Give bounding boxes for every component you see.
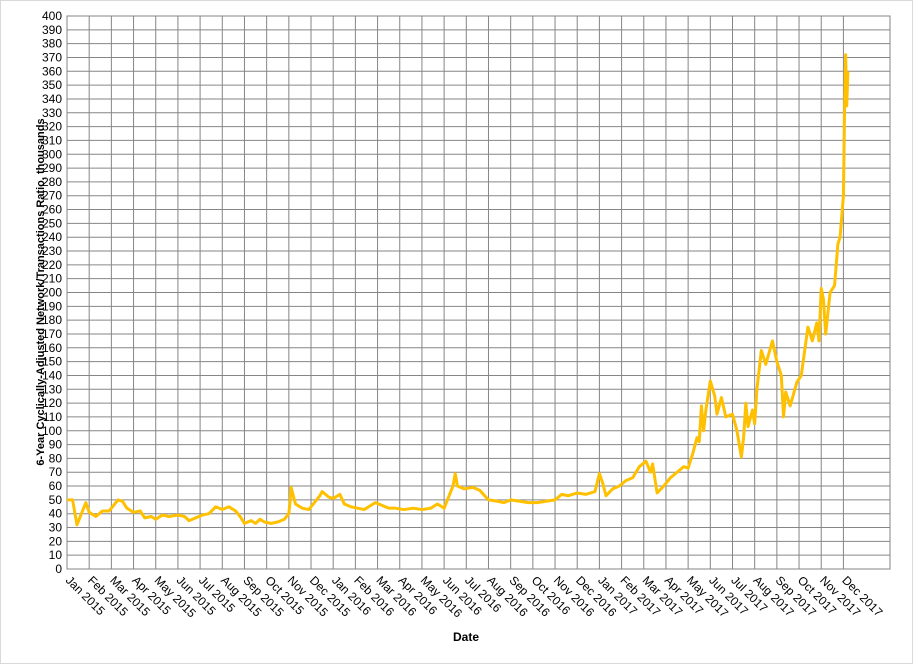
- y-tick-label: 70: [49, 465, 63, 479]
- y-tick-label: 350: [42, 78, 62, 92]
- y-axis-title: 6-Year Cyclically-Adjusted Network/Trans…: [35, 118, 47, 465]
- y-tick-label: 90: [49, 438, 63, 452]
- y-tick-label: 190: [42, 299, 62, 313]
- y-tick-label: 220: [42, 258, 62, 272]
- y-tick-label: 380: [42, 37, 62, 51]
- y-tick-label: 280: [42, 175, 62, 189]
- y-tick-label: 390: [42, 23, 62, 37]
- y-tick-label: 330: [42, 106, 62, 120]
- y-tick-label: 230: [42, 244, 62, 258]
- y-tick-label: 150: [42, 355, 62, 369]
- y-tick-label: 0: [55, 562, 62, 576]
- y-tick-label: 300: [42, 147, 62, 161]
- y-tick-label: 340: [42, 92, 62, 106]
- y-tick-label: 170: [42, 327, 62, 341]
- y-tick-label: 120: [42, 396, 62, 410]
- y-tick-label: 180: [42, 313, 62, 327]
- y-tick-label: 370: [42, 50, 62, 64]
- y-tick-label: 200: [42, 286, 62, 300]
- y-tick-label: 250: [42, 216, 62, 230]
- y-tick-label: 30: [49, 521, 63, 535]
- y-tick-label: 20: [49, 534, 63, 548]
- y-tick-label: 400: [42, 9, 62, 23]
- data-line: [67, 53, 850, 527]
- y-tick-label: 10: [49, 548, 63, 562]
- y-tick-label: 60: [49, 479, 63, 493]
- y-tick-label: 100: [42, 424, 62, 438]
- y-tick-label: 160: [42, 341, 62, 355]
- y-tick-label: 130: [42, 382, 62, 396]
- y-tick-label: 270: [42, 189, 62, 203]
- y-tick-label: 320: [42, 120, 62, 134]
- y-tick-label: 290: [42, 161, 62, 175]
- y-tick-label: 360: [42, 64, 62, 78]
- y-tick-label: 210: [42, 272, 62, 286]
- y-tick-label: 40: [49, 507, 63, 521]
- y-tick-label: 140: [42, 368, 62, 382]
- x-axis-title: Date: [453, 630, 479, 644]
- y-tick-label: 240: [42, 230, 62, 244]
- y-tick-label: 110: [43, 410, 62, 424]
- y-tick-label: 310: [42, 133, 62, 147]
- y-tick-label: 50: [49, 493, 63, 507]
- y-tick-label: 80: [49, 451, 63, 465]
- y-tick-label: 260: [42, 203, 62, 217]
